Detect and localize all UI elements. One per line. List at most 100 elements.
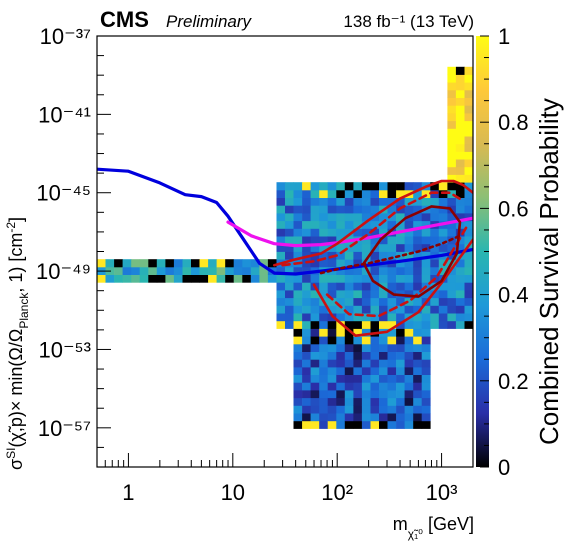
colorbar-tick-label: 0.2 [498,369,529,394]
heatmap-cell [447,182,457,191]
heatmap-cell [310,390,320,399]
heatmap-cell [327,213,337,222]
heatmap-cell [370,182,380,191]
heatmap-cell [421,290,431,299]
heatmap-cell [302,397,311,406]
heatmap-cell [421,220,431,229]
heatmap-cell [285,266,294,275]
heatmap-cell [293,313,303,322]
heatmap-cell [447,228,457,237]
heatmap-cell [387,420,397,429]
heatmap-cell [191,274,200,283]
heatmap-cell [396,182,405,191]
heatmap-cell [464,105,473,114]
heatmap-cell [327,236,337,245]
heatmap-cell [302,336,311,345]
heatmap-cell [379,197,388,206]
heatmap-cell [336,297,346,306]
heatmap-cell [464,220,473,229]
heatmap-cell [447,266,457,275]
x-axis-title: mχ̃₁⁰ [GeV] [393,514,474,541]
heatmap-cell [387,274,397,283]
heatmap-cell [421,313,431,322]
heatmap-cell [336,220,346,229]
heatmap-cell [361,259,371,268]
heatmap-cell [353,205,363,214]
heatmap-cell [447,151,457,160]
heatmap-cell [285,320,294,329]
heatmap-cell [464,259,473,268]
heatmap-cell [344,313,354,322]
heatmap-cell [387,282,397,291]
heatmap-cell [353,290,363,299]
heatmap-cell [396,343,405,352]
heatmap-cell [208,259,217,268]
heatmap-cell [302,266,311,275]
heatmap-cell [344,251,354,260]
heatmap-cell [216,266,226,275]
heatmap-cell [293,290,303,299]
heatmap-cell [447,136,457,145]
heatmap-cell [464,89,473,98]
heatmap-cell [438,320,448,329]
heatmap-cell [396,259,405,268]
heatmap-cell [404,320,414,329]
heatmap-cell [404,220,414,229]
heatmap-cell [310,328,320,337]
heatmap-cell [455,82,465,91]
heatmap-cell [421,213,431,222]
colorbar-tick-label: 0.6 [498,196,529,221]
heatmap-cell [233,266,243,275]
heatmap-cell [302,413,311,422]
heatmap-cell [464,282,473,291]
heatmap-cell [267,259,277,268]
heatmap-cell [353,305,363,314]
heatmap-cell [293,266,303,275]
heatmap-cell [430,297,440,306]
heatmap-cell [327,413,337,422]
heatmap-cell [336,189,346,198]
heatmap-cell [285,189,294,198]
heatmap-cell [199,274,209,283]
heatmap-cell [319,282,329,291]
heatmap-cell [404,397,414,406]
heatmap-cell [361,351,371,360]
heatmap-cell [353,343,363,352]
heatmap-cell [447,290,457,299]
heatmap-cell [421,390,431,399]
heatmap-cell [396,405,405,414]
colorbar-tick-label: 0.4 [498,283,529,308]
heatmap-cell [336,274,346,283]
heatmap-cell [336,382,346,391]
heatmap-cell [379,343,388,352]
heatmap-cell [387,213,397,222]
heatmap-cell [327,405,337,414]
heatmap-cell [250,259,260,268]
heatmap-cell [455,182,465,191]
heatmap-cell [464,189,473,198]
heatmap-cell [387,313,397,322]
heatmap-cell [396,220,405,229]
heatmap-cell [464,274,473,283]
heatmap-cell [413,228,423,237]
heatmap-cell [447,274,457,283]
heatmap-cell [276,297,286,306]
heatmap-cell [336,251,346,260]
heatmap-cell [293,197,303,206]
heatmap-cell [293,251,303,260]
heatmap-cell [310,351,320,360]
heatmap-cell [455,166,465,175]
heatmap-cell [310,366,320,375]
heatmap-cell [353,413,363,422]
heatmap-cell [310,290,320,299]
heatmap-cell [370,313,380,322]
heatmap-cell [336,213,346,222]
heatmap-cell [302,305,311,314]
heatmap-cell [421,189,431,198]
heatmap-cell [302,351,311,360]
heatmap-cell [396,336,405,345]
heatmap-cell [310,236,320,245]
heatmap-cell [421,274,431,283]
heatmap-cell [310,413,320,422]
heatmap-cell [413,251,423,260]
